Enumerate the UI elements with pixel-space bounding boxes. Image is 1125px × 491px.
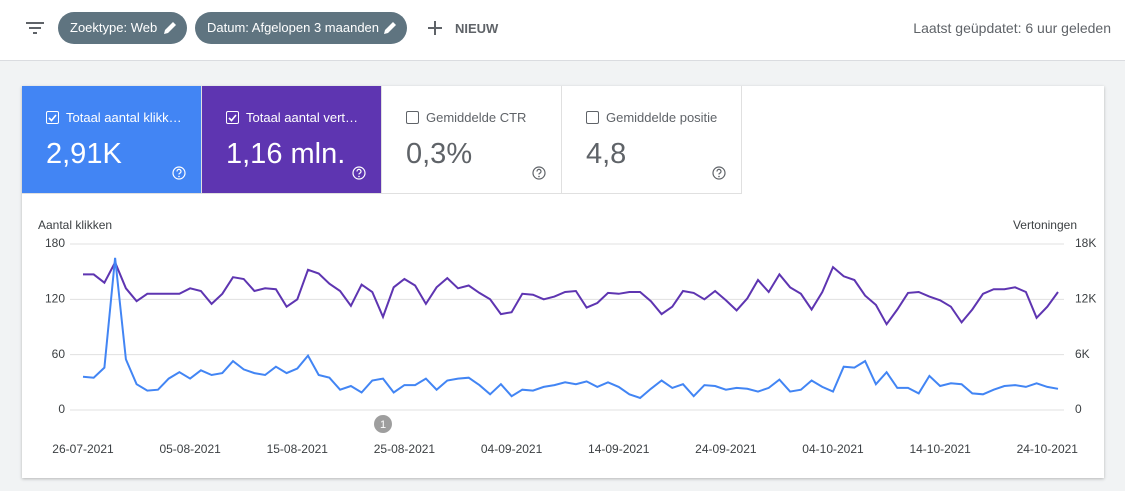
x-tick-label: 04-09-2021 <box>481 442 543 456</box>
chip-text: Datum: Afgelopen 3 maanden <box>207 20 380 35</box>
series-line <box>82 257 1059 400</box>
x-tick-label: 15-08-2021 <box>267 442 329 456</box>
x-tick-label: 25-08-2021 <box>374 442 436 456</box>
series-line <box>83 260 1059 327</box>
metric-value: 0,3% <box>406 138 473 170</box>
metric-label: Gemiddelde CTR <box>426 110 527 125</box>
x-tick-label: 24-09-2021 <box>695 442 757 456</box>
metric-value: 4,8 <box>586 138 627 170</box>
y2-tick-label: 0 <box>1075 402 1082 416</box>
x-tick-label: 26-07-2021 <box>52 442 114 456</box>
x-tick-label: 04-10-2021 <box>802 442 864 456</box>
edit-icon <box>384 22 396 34</box>
updated-text: Laatst geüpdatet: 6 uur geleden <box>913 20 1111 36</box>
metric-card[interactable]: Totaal aantal vert… 1,16 mln. <box>202 86 382 194</box>
checkbox[interactable] <box>226 111 239 124</box>
chart: Aantal klikken Vertoningen 0 60 120 180 0 6K 1… <box>38 218 1096 456</box>
x-tick-label: 14-10-2021 <box>909 442 971 456</box>
filter-chip[interactable]: Datum: Afgelopen 3 maanden <box>195 12 407 44</box>
annotation-marker <box>374 415 392 433</box>
performance-panel: Totaal aantal klikk… 2,91K Totaal aantal… <box>22 86 1104 478</box>
metric-value: 1,16 mln. <box>226 138 346 170</box>
new-button[interactable]: NIEUW <box>455 21 499 36</box>
y-axis-label: Aantal klikken <box>38 218 112 232</box>
y2-tick-label: 12K <box>1075 292 1096 306</box>
plus-icon[interactable] <box>427 20 443 36</box>
y2-tick-label: 6K <box>1075 347 1090 361</box>
checkbox[interactable] <box>406 111 419 124</box>
y-tick-label: 180 <box>45 236 65 250</box>
filter-chip[interactable]: Zoektype: Web <box>58 12 187 44</box>
filter-icon[interactable] <box>25 20 45 36</box>
help-icon[interactable] <box>712 166 726 180</box>
help-icon[interactable] <box>172 166 186 180</box>
y-tick-label: 0 <box>58 402 65 416</box>
metric-label: Gemiddelde positie <box>606 110 718 125</box>
x-tick-label: 05-08-2021 <box>159 442 221 456</box>
help-icon[interactable] <box>532 166 546 180</box>
y2-axis-label: Vertoningen <box>1013 218 1077 232</box>
y-tick-label: 60 <box>52 347 66 361</box>
y2-tick-label: 18K <box>1075 236 1096 250</box>
metric-label: Totaal aantal vert… <box>246 110 359 125</box>
checkbox[interactable] <box>46 111 59 124</box>
help-icon[interactable] <box>352 166 366 180</box>
toolbar: Zoektype: Web Datum: Afgelopen 3 maanden… <box>0 0 1125 61</box>
metric-card[interactable]: Totaal aantal klikk… 2,91K <box>22 86 202 194</box>
metric-card[interactable]: Gemiddelde CTR 0,3% <box>382 86 562 194</box>
y-tick-label: 120 <box>45 292 65 306</box>
metric-value: 2,91K <box>46 138 122 170</box>
checkbox[interactable] <box>586 111 599 124</box>
annotation-label: 1 <box>380 419 386 431</box>
x-tick-label: 24-10-2021 <box>1017 442 1079 456</box>
chip-text: Zoektype: Web <box>70 20 158 35</box>
metric-label: Totaal aantal klikk… <box>66 110 182 125</box>
x-tick-label: 14-09-2021 <box>588 442 650 456</box>
edit-icon <box>164 22 176 34</box>
metric-card[interactable]: Gemiddelde positie 4,8 <box>562 86 742 194</box>
